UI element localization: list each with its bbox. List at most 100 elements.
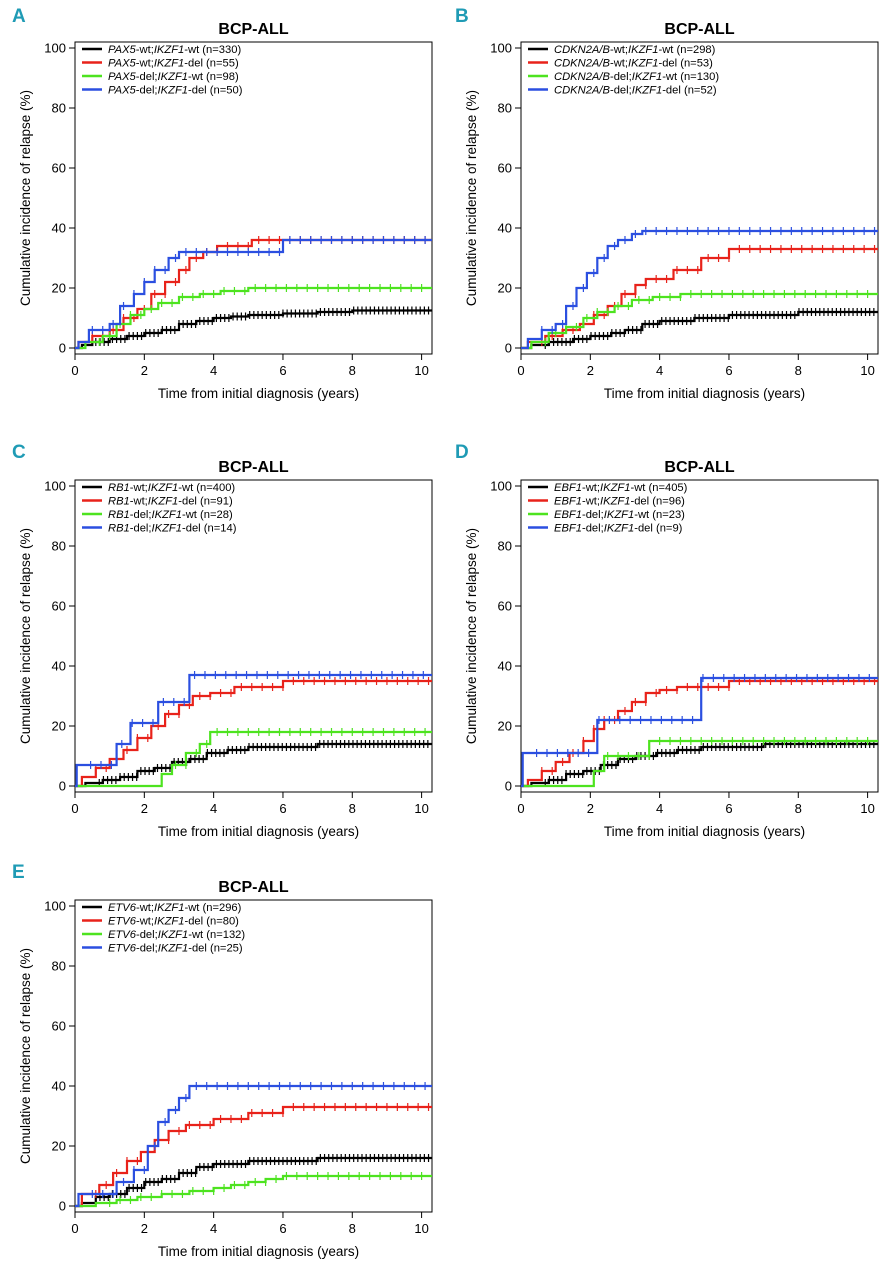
x-tick-label: 4 xyxy=(656,801,663,816)
x-tick-label: 8 xyxy=(349,1221,356,1236)
y-tick-label: 60 xyxy=(52,599,66,614)
x-axis-label: Time from initial diagnosis (years) xyxy=(158,824,359,839)
legend-entry-1: ETV6-wt;IKZF1-wt (n=296) xyxy=(108,902,242,914)
series-line-2 xyxy=(75,679,432,788)
y-tick-label: 60 xyxy=(52,1019,66,1034)
y-tick-label: 40 xyxy=(498,659,512,674)
chart-panel-e: E BCP-ALL 0 20 40 60 80 100 0 2 4 6 8 10 Time from ini… xyxy=(12,862,433,1259)
y-tick-label: 100 xyxy=(44,899,66,914)
legend-entry-2: EBF1-wt;IKZF1-del (n=96) xyxy=(554,496,685,508)
x-tick-label: 0 xyxy=(71,363,78,378)
x-tick-label: 0 xyxy=(517,801,524,816)
panel-letter: A xyxy=(12,6,26,27)
legend-entry-4: ETV6-del;IKZF1-del (n=25) xyxy=(108,943,243,955)
panel-letter: E xyxy=(12,862,25,883)
chart-panel-b: B BCP-ALL 0 20 40 60 80 100 0 2 4 6 8 10 Time from ini… xyxy=(455,6,879,401)
x-tick-label: 2 xyxy=(141,363,148,378)
series-line-3 xyxy=(521,739,878,788)
y-tick-label: 40 xyxy=(52,659,66,674)
y-tick-label: 80 xyxy=(498,539,512,554)
x-tick-label: 0 xyxy=(517,363,524,378)
y-tick-label: 20 xyxy=(498,281,512,296)
y-tick-label: 80 xyxy=(498,101,512,116)
x-tick-label: 4 xyxy=(210,1221,217,1236)
x-axis-label: Time from initial diagnosis (years) xyxy=(158,1244,359,1259)
x-tick-label: 10 xyxy=(414,1221,428,1236)
legend-entry-4: RB1-del;IKZF1-del (n=14) xyxy=(108,523,237,535)
x-tick-label: 10 xyxy=(860,801,874,816)
series-line-4 xyxy=(75,238,432,350)
series-line-2 xyxy=(521,247,878,350)
x-tick-label: 0 xyxy=(71,1221,78,1236)
x-tick-label: 8 xyxy=(349,363,356,378)
y-tick-label: 20 xyxy=(52,1139,66,1154)
x-tick-label: 8 xyxy=(795,801,802,816)
x-tick-label: 6 xyxy=(725,801,732,816)
x-tick-label: 2 xyxy=(587,363,594,378)
y-tick-label: 0 xyxy=(505,779,512,794)
panel-letter: B xyxy=(455,6,469,27)
legend-entry-3: ETV6-del;IKZF1-wt (n=132) xyxy=(108,929,245,941)
series-line-4 xyxy=(75,673,432,788)
x-axis-label: Time from initial diagnosis (years) xyxy=(158,386,359,401)
legend-entry-3: EBF1-del;IKZF1-wt (n=23) xyxy=(554,509,685,521)
y-tick-label: 0 xyxy=(59,779,66,794)
y-tick-label: 20 xyxy=(498,719,512,734)
series-line-4 xyxy=(521,676,878,788)
series-line-2 xyxy=(521,679,878,788)
x-tick-label: 10 xyxy=(414,801,428,816)
plot-frame xyxy=(520,479,879,793)
chart-title: BCP-ALL xyxy=(218,21,288,38)
y-tick-label: 60 xyxy=(498,161,512,176)
legend-entry-1: CDKN2A/B-wt;IKZF1-wt (n=298) xyxy=(554,44,716,56)
plot-frame xyxy=(74,479,433,793)
y-tick-label: 100 xyxy=(490,479,512,494)
y-tick-label: 100 xyxy=(44,41,66,56)
legend-entry-3: RB1-del;IKZF1-wt (n=28) xyxy=(108,509,233,521)
chart-title: BCP-ALL xyxy=(664,459,734,476)
chart-title: BCP-ALL xyxy=(218,459,288,476)
x-tick-label: 8 xyxy=(795,363,802,378)
x-tick-label: 4 xyxy=(656,363,663,378)
legend-entry-4: EBF1-del;IKZF1-del (n=9) xyxy=(554,523,683,535)
legend-entry-4: CDKN2A/B-del;IKZF1-del (n=52) xyxy=(554,85,717,97)
chart-panel-c: C BCP-ALL 0 20 40 60 80 100 0 2 4 6 8 10 Time from ini… xyxy=(12,442,433,839)
legend-entry-3: PAX5-del;IKZF1-wt (n=98) xyxy=(108,71,239,83)
series-line-3 xyxy=(75,730,432,788)
x-tick-label: 2 xyxy=(141,801,148,816)
plot-frame xyxy=(520,41,879,355)
y-tick-label: 0 xyxy=(505,341,512,356)
legend-entry-4: PAX5-del;IKZF1-del (n=50) xyxy=(108,85,243,97)
y-axis-label: Cumulative incidence of relapse (%) xyxy=(18,528,33,744)
x-axis-label: Time from initial diagnosis (years) xyxy=(604,824,805,839)
y-tick-label: 20 xyxy=(52,281,66,296)
x-tick-label: 4 xyxy=(210,801,217,816)
y-tick-label: 20 xyxy=(52,719,66,734)
chart-title: BCP-ALL xyxy=(664,21,734,38)
y-axis-label: Cumulative incidence of relapse (%) xyxy=(464,528,479,744)
y-tick-label: 0 xyxy=(59,341,66,356)
panel-letter: D xyxy=(455,442,469,463)
x-tick-label: 0 xyxy=(71,801,78,816)
plot-frame xyxy=(74,41,433,355)
y-tick-label: 100 xyxy=(490,41,512,56)
x-tick-label: 4 xyxy=(210,363,217,378)
panel-letter: C xyxy=(12,442,26,463)
plot-frame xyxy=(74,899,433,1213)
y-tick-label: 40 xyxy=(52,221,66,236)
y-tick-label: 0 xyxy=(59,1199,66,1214)
legend-entry-1: EBF1-wt;IKZF1-wt (n=405) xyxy=(554,482,688,494)
x-tick-label: 2 xyxy=(141,1221,148,1236)
legend-entry-2: CDKN2A/B-wt;IKZF1-del (n=53) xyxy=(554,58,713,70)
x-tick-label: 10 xyxy=(860,363,874,378)
legend-entry-2: RB1-wt;IKZF1-del (n=91) xyxy=(108,496,233,508)
y-tick-label: 40 xyxy=(498,221,512,236)
legend-entry-3: CDKN2A/B-del;IKZF1-wt (n=130) xyxy=(554,71,719,83)
x-tick-label: 10 xyxy=(414,363,428,378)
legend-entry-2: PAX5-wt;IKZF1-del (n=55) xyxy=(108,58,239,70)
y-axis-label: Cumulative incidence of relapse (%) xyxy=(18,90,33,306)
y-tick-label: 80 xyxy=(52,959,66,974)
y-tick-label: 60 xyxy=(52,161,66,176)
x-tick-label: 6 xyxy=(279,1221,286,1236)
y-tick-label: 40 xyxy=(52,1079,66,1094)
